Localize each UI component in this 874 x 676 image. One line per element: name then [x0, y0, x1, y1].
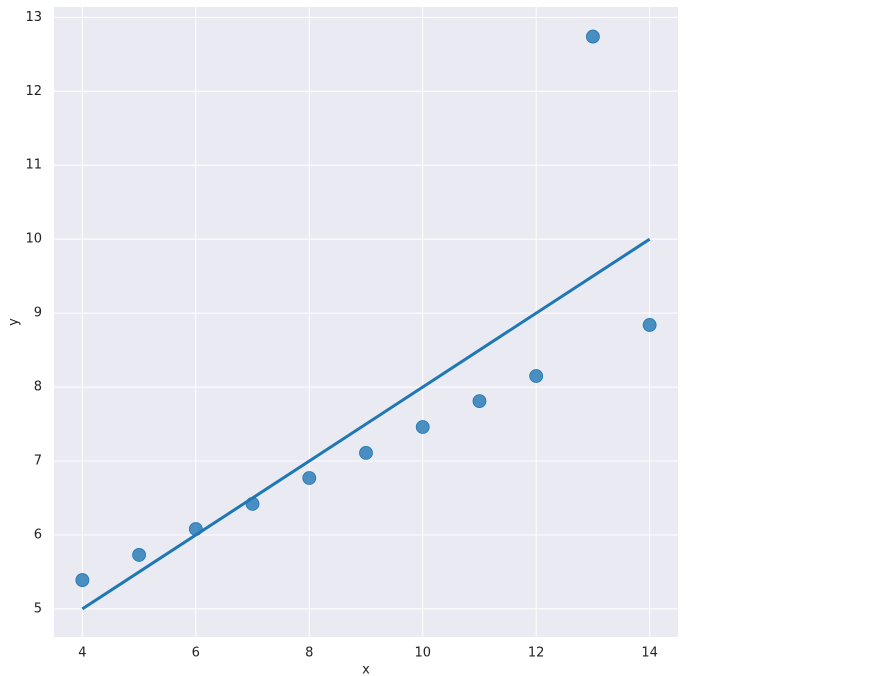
- x-tick-label: 4: [78, 646, 86, 661]
- y-axis-label: y: [7, 318, 22, 326]
- y-tick-label: 13: [25, 10, 42, 25]
- y-tick-label: 10: [25, 232, 42, 247]
- x-tick-label: 8: [305, 646, 313, 661]
- y-tick-label: 7: [34, 454, 42, 469]
- point: [188, 522, 203, 536]
- x-tick-label: 14: [641, 646, 658, 661]
- x-tick-label: 12: [528, 646, 545, 661]
- point: [642, 318, 657, 332]
- point: [132, 548, 146, 562]
- x-tick-label: 10: [414, 646, 431, 661]
- point: [245, 497, 260, 511]
- point: [415, 420, 430, 434]
- regression-line: [81, 237, 651, 611]
- y-tick-label: 9: [34, 306, 42, 321]
- point: [529, 369, 544, 383]
- y-tick-label: 8: [34, 380, 42, 395]
- point: [586, 29, 600, 44]
- y-tick-label: 11: [25, 158, 42, 173]
- y-tick-label: 12: [25, 84, 42, 99]
- plot-area: [54, 7, 678, 637]
- y-tick-label: 6: [34, 527, 42, 542]
- y-tick-label: 5: [34, 601, 42, 616]
- point: [75, 573, 90, 587]
- x-tick-label: 6: [192, 646, 200, 661]
- point: [359, 445, 373, 460]
- point: [472, 394, 487, 409]
- point: [302, 471, 317, 485]
- x-axis-label: x: [362, 663, 370, 676]
